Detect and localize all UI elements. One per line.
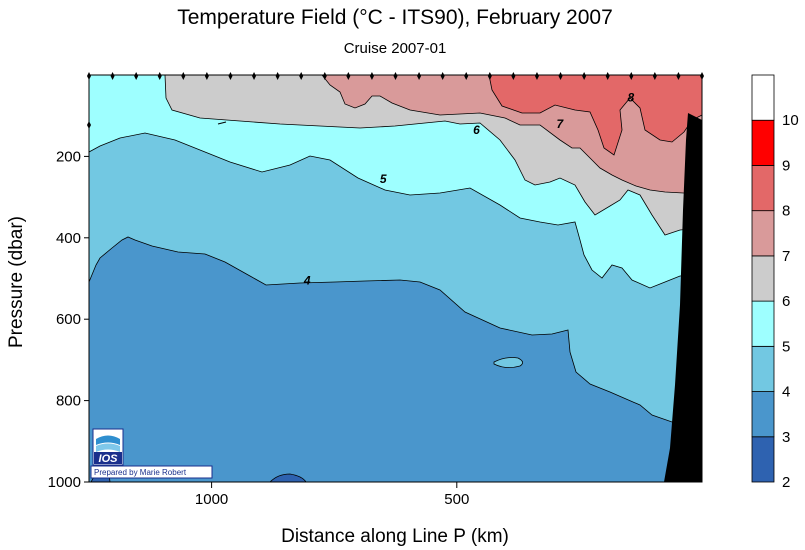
colorbar-label: 7 — [782, 248, 790, 265]
station-marker — [676, 72, 681, 80]
colorbar-swatch — [751, 345, 775, 392]
station-marker — [558, 72, 563, 80]
station-marker — [134, 72, 139, 80]
contour-fragment — [217, 121, 227, 125]
band-8-9 — [488, 75, 702, 156]
colorbar-label: 3 — [782, 429, 790, 446]
contour-label: 8 — [628, 90, 635, 104]
station-marker — [440, 72, 445, 80]
y-tick-label: 400 — [56, 230, 81, 247]
colorbar-label: 10 — [782, 112, 799, 129]
colorbar-swatch — [751, 165, 775, 212]
station-marker — [157, 72, 162, 80]
y-axis-label: Pressure (dbar) — [6, 216, 27, 348]
station-marker — [181, 72, 186, 80]
station-markers — [87, 72, 704, 129]
station-marker — [417, 72, 422, 80]
station-marker — [228, 72, 233, 80]
station-marker — [87, 72, 91, 80]
colorbar-label: 9 — [782, 157, 790, 174]
small-contour-bubble — [493, 357, 523, 368]
station-marker — [369, 72, 374, 80]
colorbar-label: 2 — [782, 474, 790, 491]
y-tick-label: 1000 — [48, 474, 81, 491]
colorbar-swatch — [751, 255, 775, 302]
colorbar-swatch — [751, 391, 775, 438]
station-marker — [605, 72, 610, 80]
station-marker — [299, 72, 304, 80]
colorbar-label: 4 — [782, 384, 790, 401]
y-axis-ticks: 200 400 600 800 1000 — [48, 148, 89, 491]
colorbar-swatch — [751, 119, 775, 166]
colorbar-label: 8 — [782, 203, 790, 220]
station-marker — [511, 72, 516, 80]
contour-label: 5 — [380, 172, 387, 186]
y-tick-label: 200 — [56, 148, 81, 165]
prepared-by-credit: Prepared by Marie Robert — [94, 468, 187, 477]
contour-label: 4 — [303, 274, 311, 288]
x-axis-label: Distance along Line P (km) — [281, 526, 509, 547]
seafloor-mask — [664, 113, 702, 482]
station-marker — [110, 72, 115, 80]
station-marker — [275, 72, 280, 80]
contour-label: 6 — [473, 123, 480, 137]
plot-area — [89, 75, 702, 482]
station-marker — [487, 72, 492, 80]
station-marker — [629, 72, 634, 80]
station-marker — [252, 72, 257, 80]
colorbar: 2 3 4 5 6 7 8 9 10 — [751, 74, 799, 491]
station-marker — [204, 72, 209, 80]
station-marker — [700, 72, 704, 80]
colorbar-swatch — [751, 300, 775, 347]
ios-logo-text: IOS — [99, 453, 119, 465]
station-marker — [652, 72, 657, 80]
station-marker — [346, 72, 351, 80]
chart-title: Temperature Field (°C - ITS90), February… — [177, 6, 613, 29]
contour-label: 7 — [556, 117, 564, 131]
chart-subtitle: Cruise 2007-01 — [344, 40, 447, 57]
ios-logo: IOS Prepared by Marie Robert — [90, 428, 213, 479]
colorbar-swatch — [751, 74, 775, 121]
station-marker — [322, 72, 327, 80]
y-tick-label: 800 — [56, 393, 81, 410]
y-tick-label: 600 — [56, 311, 81, 328]
station-marker — [464, 72, 469, 80]
station-marker — [87, 121, 91, 129]
x-tick-label: 500 — [444, 491, 469, 508]
x-axis-ticks: 1000 500 — [195, 482, 469, 508]
station-marker — [534, 72, 539, 80]
colorbar-swatch — [751, 210, 775, 257]
cold-water-patch — [269, 473, 307, 482]
station-marker — [393, 72, 398, 80]
contour-labels: 4 5 6 7 8 — [303, 90, 635, 287]
station-marker — [582, 72, 587, 80]
colorbar-swatch — [751, 436, 775, 483]
colorbar-label: 6 — [782, 293, 790, 310]
x-tick-label: 1000 — [195, 491, 228, 508]
colorbar-label: 5 — [782, 338, 790, 355]
